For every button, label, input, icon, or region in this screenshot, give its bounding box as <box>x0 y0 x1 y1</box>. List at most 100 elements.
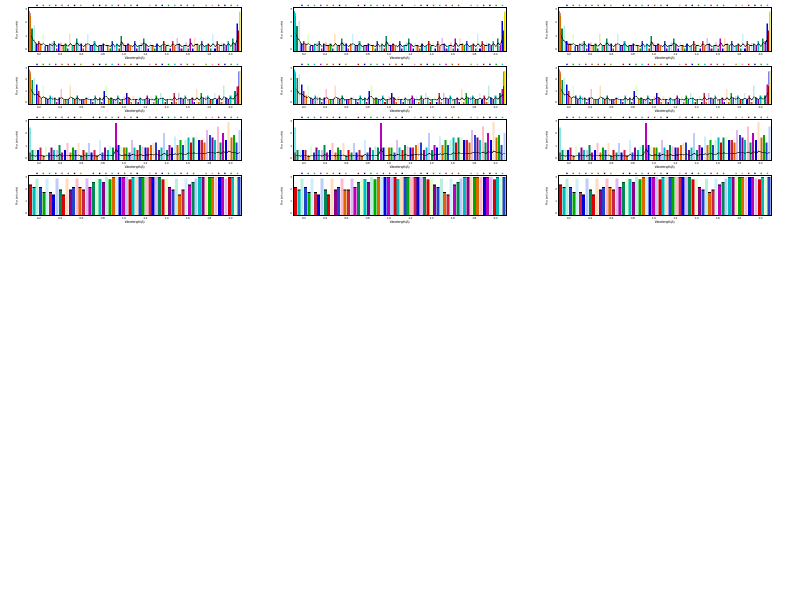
x-tick-label: 0.8 <box>100 216 105 220</box>
x-tick-label: 0.8 <box>630 105 635 109</box>
x-tick-label: 1.8 <box>207 216 211 220</box>
x-tick-label: 0.4 <box>58 105 62 109</box>
marker-dots-row <box>36 4 239 7</box>
y-tick-label: 2 <box>25 187 27 191</box>
y-tick-label: 0 <box>290 211 292 215</box>
panel-plot-svg <box>558 175 772 216</box>
x-tick-label: 1.8 <box>737 161 741 165</box>
y-tick-label: 2 <box>290 20 292 25</box>
panel-body: Flux (arb.units) 3 2 1 0 <box>544 175 772 216</box>
y-tick-label: 2 <box>290 187 292 191</box>
x-tick-label: 0.4 <box>323 105 327 109</box>
panel-plot-svg <box>558 66 772 105</box>
x-tick-label: 0.6 <box>344 161 349 165</box>
marker-dots-row <box>36 63 239 66</box>
marker-dots-row <box>301 172 504 175</box>
y-tick-label: 3 <box>290 119 292 123</box>
y-tick-label: 0 <box>25 46 27 51</box>
y-tick-label: 2 <box>25 131 27 136</box>
x-tick-label: 1.6 <box>450 216 455 220</box>
marker-dots-row <box>566 63 769 66</box>
x-axis-label: Wavelength(A) <box>389 109 410 113</box>
x-tick-label: 2.0 <box>228 52 233 56</box>
panel-body: Flux (arb.units) 3 2 1 0 <box>14 7 242 52</box>
x-tick-label: 1.2 <box>673 52 678 56</box>
x-tick-label: 1.0 <box>386 161 391 165</box>
x-tick-label: 0.8 <box>100 52 105 56</box>
x-tick-label: 1.6 <box>185 52 190 56</box>
y-tick-label: 3 <box>555 66 557 70</box>
y-tick-label: 3 <box>25 119 27 123</box>
x-tick-label: 1.0 <box>651 105 656 109</box>
x-tick-label: 1.8 <box>737 216 741 220</box>
y-tick-label: 1 <box>25 88 27 93</box>
panel-plot-svg <box>293 66 507 105</box>
x-tick-label: 2.0 <box>228 216 233 220</box>
x-tick-label: 0.6 <box>79 216 84 220</box>
panel-body: Flux (arb.units) 3 2 1 0 <box>544 119 772 161</box>
x-tick-label: 0.4 <box>323 216 327 220</box>
y-tick-labels: 3 2 1 0 <box>20 175 28 216</box>
x-tick-label: 0.2 <box>566 105 571 109</box>
y-tick-labels: 3 2 1 0 <box>285 66 293 105</box>
y-axis-gutter: Flux (arb.units) 3 2 1 0 <box>14 66 28 105</box>
y-axis-label: Flux (arb.units) <box>279 130 284 150</box>
x-tick-label: 1.4 <box>429 216 434 220</box>
x-tick-label: 1.2 <box>673 161 678 165</box>
x-tick-label: 1.8 <box>737 52 741 56</box>
panel-body: Flux (arb.units) 3 2 1 0 <box>279 7 507 52</box>
spectra-figure: Flux (arb.units) 3 2 1 0 0.2 0.4 0.6 0.8 1.0 1.2… <box>14 4 772 227</box>
x-tick-label: 1.0 <box>121 216 126 220</box>
x-tick-label: 0.8 <box>630 52 635 56</box>
x-axis-label: Wavelength(A) <box>124 165 145 169</box>
x-axis-label: Wavelength(A) <box>654 220 675 224</box>
x-tick-label: 1.6 <box>715 52 720 56</box>
y-tick-labels: 3 2 1 0 <box>285 175 293 216</box>
x-tick-label: 1.4 <box>694 216 699 220</box>
x-tick-labels: 0.2 0.4 0.6 0.8 1.0 1.2 1.4 1.6 1.8 2.0 <box>293 161 506 165</box>
y-axis-gutter: Flux (arb.units) 3 2 1 0 <box>279 175 293 216</box>
panel-plot-svg <box>293 119 507 161</box>
marker-dots-row <box>301 116 504 119</box>
x-tick-label: 0.8 <box>365 216 370 220</box>
y-tick-label: 2 <box>25 20 27 25</box>
marker-dots-row <box>36 172 239 175</box>
x-tick-label: 1.0 <box>386 52 391 56</box>
x-tick-label: 2.0 <box>493 161 498 165</box>
x-tick-label: 0.2 <box>566 52 571 56</box>
x-tick-label: 0.8 <box>630 161 635 165</box>
panel-body: Flux (arb.units) 3 2 1 0 <box>279 66 507 105</box>
y-axis-label: Flux (arb.units) <box>544 130 549 150</box>
y-tick-label: 1 <box>555 33 557 38</box>
x-tick-label: 0.6 <box>79 105 84 109</box>
x-tick-label: 0.4 <box>588 216 592 220</box>
x-axis-label: Wavelength(A) <box>124 109 145 113</box>
x-tick-label: 0.4 <box>323 52 327 56</box>
x-axis-label: Wavelength(A) <box>654 109 675 113</box>
y-tick-labels: 3 2 1 0 <box>550 175 558 216</box>
chart-panel-col3-row4: Flux (arb.units) 3 2 1 0 0.2 0.4 0.6 0.8 1.0 1.2… <box>544 172 772 226</box>
chart-panel-col2-row3: Flux (arb.units) 3 2 1 0 0.2 0.4 0.6 0.8 1.0 1.2… <box>279 116 507 171</box>
y-tick-labels: 3 2 1 0 <box>550 7 558 52</box>
x-tick-label: 1.6 <box>185 161 190 165</box>
x-tick-label: 1.2 <box>673 105 678 109</box>
x-tick-label: 1.6 <box>450 105 455 109</box>
x-tick-label: 1.4 <box>429 161 434 165</box>
panel-body: Flux (arb.units) 3 2 1 0 <box>14 175 242 216</box>
marker-dots-row <box>301 4 504 7</box>
y-tick-label: 0 <box>25 99 27 104</box>
x-axis-label: Wavelength(A) <box>124 220 145 224</box>
panel-plot-svg <box>28 66 242 105</box>
x-tick-label: 0.2 <box>301 161 306 165</box>
marker-dots-row <box>566 4 769 7</box>
x-tick-label: 1.6 <box>715 161 720 165</box>
x-tick-label: 1.4 <box>694 105 699 109</box>
x-tick-labels: 0.2 0.4 0.6 0.8 1.0 1.2 1.4 1.6 1.8 2.0 <box>558 216 771 220</box>
x-tick-label: 1.6 <box>450 52 455 56</box>
x-tick-label: 0.6 <box>609 161 614 165</box>
x-tick-label: 1.2 <box>408 161 413 165</box>
x-tick-label: 1.0 <box>651 52 656 56</box>
x-tick-label: 1.8 <box>737 105 741 109</box>
x-tick-label: 2.0 <box>758 161 763 165</box>
x-tick-label: 1.2 <box>408 52 413 56</box>
